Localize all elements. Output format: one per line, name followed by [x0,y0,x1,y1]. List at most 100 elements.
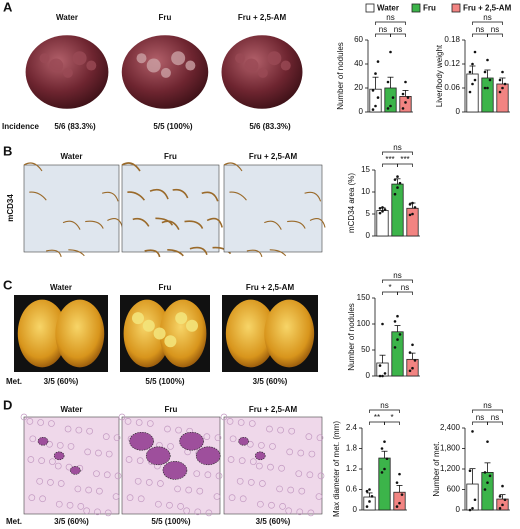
image-caption: 3/5 (60%) [253,377,288,386]
data-point [368,488,371,491]
data-point [376,60,380,63]
image-caption: 3/5 (60%) [256,517,291,526]
metastasis [129,431,154,451]
alveolus [74,485,82,493]
bar [399,96,412,113]
data-point [396,186,399,189]
alveolus [247,479,255,486]
data-point [389,50,392,54]
data-point [368,500,371,503]
image-label: Water [50,283,72,292]
data-point [396,338,399,341]
alveolus [248,420,256,427]
alveolus [164,425,171,433]
data-point [473,498,477,502]
data-point [411,201,414,205]
alveolus [204,471,212,479]
significance-bracket [382,279,413,283]
vessel-stain [172,188,189,199]
alveolus [203,433,211,440]
data-point [378,206,382,210]
data-point [383,208,387,211]
y-tick-label: 0.18 [444,35,460,44]
data-point [471,430,474,433]
vessel-stain [68,249,85,257]
image-caption: 5/5 (100%) [151,517,190,526]
significance-label: * [388,283,391,292]
alveolus [114,472,122,480]
alveolus [157,480,164,487]
y-axis-title: Number of nodules [336,42,345,110]
alveolus [118,413,126,421]
data-point [400,493,404,496]
significance-bracket [382,163,398,167]
vessel-stain [149,188,169,200]
y-tick-label: 5 [366,209,371,218]
alveolus [315,493,323,500]
y-tick-label: 0 [456,107,461,116]
alveolus [55,500,63,508]
alveolus [183,507,191,515]
vessel-stain [132,217,150,227]
liver-nodule [146,58,161,73]
panel-letter: C [3,277,13,292]
vessel-stain [206,217,223,228]
data-point [374,104,377,108]
alveolus [276,485,283,493]
data-point [468,469,472,473]
data-point [486,440,489,443]
vessel-stain [161,220,180,231]
data-point [483,86,487,90]
y-tick-label: 1.8 [346,444,358,453]
lung-photo [264,299,315,368]
data-point [501,484,504,488]
significance-bracket [397,163,413,167]
alveolus [94,508,101,516]
vessel-stain [121,162,141,172]
vessel-stain [167,249,184,257]
alveolus [167,443,174,450]
data-point [501,70,504,74]
data-point [501,503,504,507]
data-point [396,175,399,178]
data-point [503,498,507,502]
alveolus [295,470,303,478]
alveolus [239,495,247,503]
image-label: Fru [165,405,178,414]
data-point [471,62,474,66]
alveolus [84,448,92,456]
y-tick-label: 2.4 [346,423,358,432]
vessel-stain [46,249,62,258]
alveolus [258,441,265,449]
alveolus [220,413,228,421]
vessel-stain [201,191,219,202]
significance-label: ns [491,413,499,422]
vessel-stain [101,191,119,202]
bar [378,457,391,511]
bar [384,87,397,113]
vessel-stain [304,191,322,202]
significance-bracket [487,33,503,37]
data-point [488,474,492,478]
image-label: Fru + 2,5-AM [249,152,298,161]
significance-bracket [369,421,385,425]
alveolus [57,480,65,487]
vessel-stain [127,191,146,201]
alveolus [54,462,62,470]
y-tick-label: 100 [357,319,371,328]
alveolus [145,479,153,486]
data-point [486,58,489,62]
alveolus [215,472,223,480]
vessel-stain [184,220,204,229]
y-tick-label: 0.6 [346,485,358,494]
alveolus [86,427,93,435]
y-tick-label: 1,200 [440,464,461,473]
alveolus [269,443,276,450]
data-point [381,322,384,326]
data-point [404,101,407,104]
alveolus [103,471,111,479]
image-caption: 5/5 (100%) [153,122,192,131]
image-label: Water [61,152,83,161]
significance-bracket [382,151,413,155]
